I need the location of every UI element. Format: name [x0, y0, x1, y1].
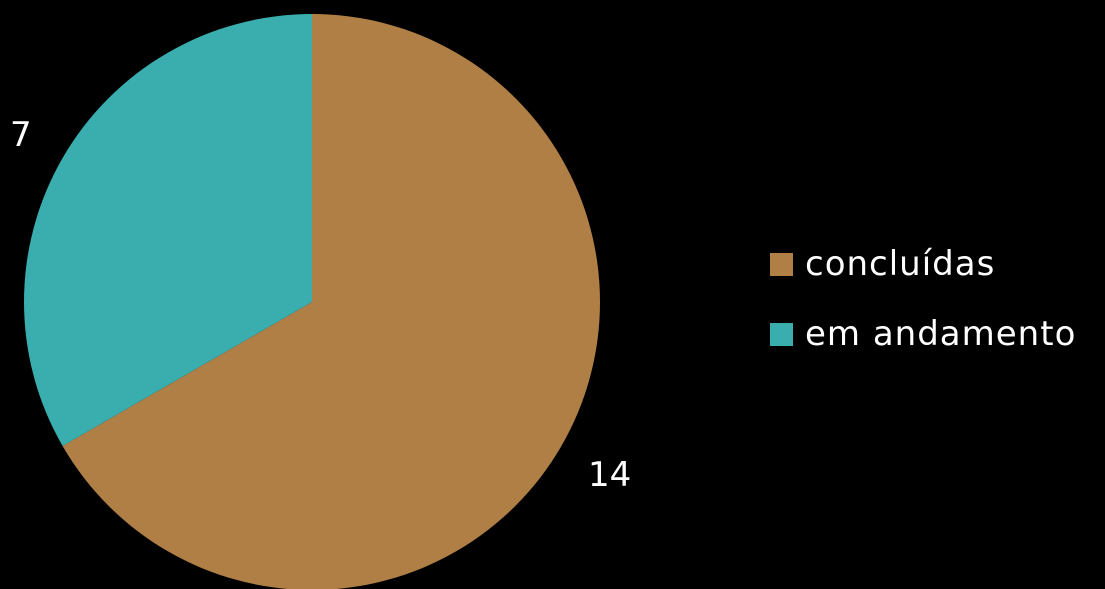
legend-item-em-andamento: em andamento — [770, 314, 1076, 354]
data-label-concluidas: 14 — [588, 455, 632, 495]
legend-item-concluidas: concluídas — [770, 244, 1076, 284]
pie-slice-concluidas — [62, 14, 600, 589]
legend-label-em-andamento: em andamento — [805, 314, 1077, 354]
pie-slice-em-andamento — [23, 14, 312, 446]
data-label-em-andamento: 7 — [10, 115, 32, 155]
legend-swatch-concluidas — [770, 252, 793, 276]
legend-label-concluidas: concluídas — [805, 244, 996, 284]
legend: concluídas em andamento — [770, 244, 1076, 384]
legend-swatch-em-andamento — [770, 322, 793, 346]
